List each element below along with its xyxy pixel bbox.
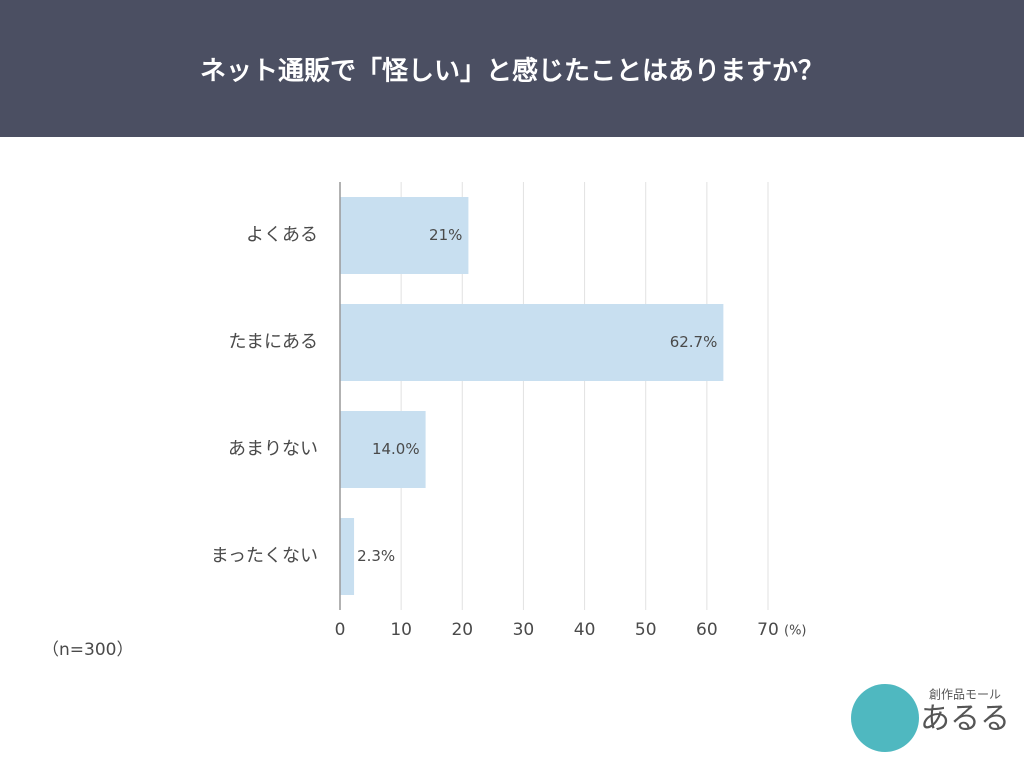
- x-tick-label: 30: [513, 620, 535, 640]
- x-tick-label: 10: [390, 620, 412, 640]
- x-tick-label: 40: [574, 620, 596, 640]
- chart-title: ネット通販で「怪しい」と感じたことはありますか？: [200, 56, 824, 87]
- bar: [340, 518, 355, 595]
- logo-badge: [851, 684, 919, 752]
- logo-tagline: 創作品モール: [929, 688, 1001, 702]
- x-tick-label: 70: [757, 620, 779, 640]
- x-tick-label: 0: [335, 620, 346, 640]
- bar: [340, 304, 724, 381]
- y-tick-label: あまりない: [228, 439, 318, 460]
- header-band: [0, 0, 1024, 137]
- value-label: 14.0%: [372, 440, 420, 458]
- sample-note: （n=300）: [42, 640, 133, 660]
- logo-name: あるる: [920, 702, 1010, 737]
- value-label: 62.7%: [670, 333, 718, 351]
- bar: [340, 411, 426, 488]
- x-tick-label: 20: [451, 620, 473, 640]
- y-tick-label: まったくない: [211, 546, 318, 567]
- x-axis-unit: (%): [784, 624, 807, 639]
- value-label: 2.3%: [357, 547, 395, 565]
- y-tick-label: たまにある: [229, 332, 318, 353]
- y-tick-label: よくある: [246, 225, 318, 246]
- bar: [340, 197, 469, 274]
- x-tick-label: 50: [635, 620, 657, 640]
- value-label: 21%: [429, 226, 462, 244]
- x-tick-label: 60: [696, 620, 718, 640]
